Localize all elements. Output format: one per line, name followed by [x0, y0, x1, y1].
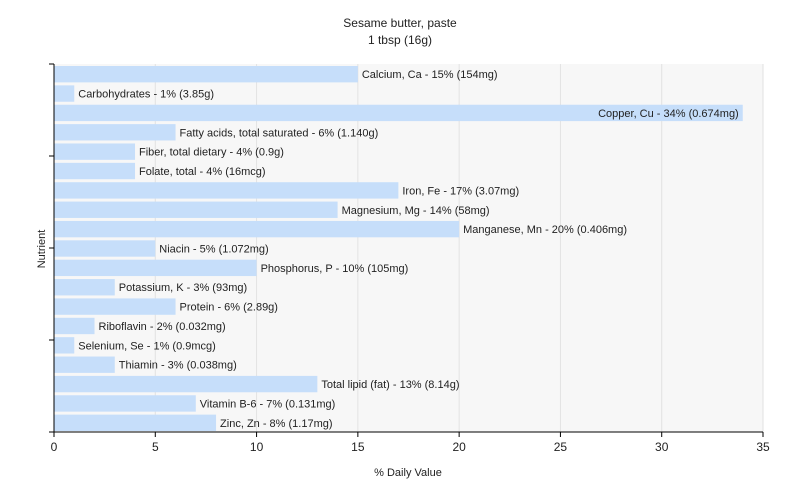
bar-label-14: Riboflavin - 2% (0.032mg)	[99, 321, 226, 333]
bar-label-5: Fiber, total dietary - 4% (0.9g)	[139, 147, 284, 159]
chart-subtitle: 1 tbsp (16g)	[368, 33, 432, 47]
bar-label-10: Niacin - 5% (1.072mg)	[159, 244, 268, 256]
bar-8	[54, 201, 338, 218]
bar-12	[54, 279, 115, 296]
axes: 0 5 10 15 20 25 30 35	[49, 63, 770, 454]
bar-11	[54, 259, 257, 277]
x-tick-label-1: 5	[152, 440, 159, 454]
bar-4	[54, 124, 176, 141]
bar-7	[54, 182, 399, 199]
bar-17	[54, 375, 318, 393]
bar-3	[54, 104, 743, 122]
bar-14	[54, 317, 95, 335]
bar-label-8: Magnesium, Mg - 14% (58mg)	[342, 205, 490, 217]
bars	[54, 66, 743, 431]
bar-13	[54, 298, 176, 315]
bar-10	[54, 240, 156, 257]
x-tick-label-7: 35	[756, 440, 770, 454]
bar-label-11: Phosphorus, P - 10% (105mg)	[261, 263, 409, 275]
bar-label-16: Thiamin - 3% (0.038mg)	[119, 360, 237, 372]
bar-label-2: Carbohydrates - 1% (3.85g)	[78, 89, 214, 101]
bar-label-18: Vitamin B-6 - 7% (0.131mg)	[200, 398, 336, 410]
x-tick-label-3: 15	[351, 440, 365, 454]
bar-16	[54, 356, 115, 373]
x-tick-label-2: 10	[250, 440, 264, 454]
bar-label-17: Total lipid (fat) - 13% (8.14g)	[321, 379, 459, 391]
x-axis-title: % Daily Value	[374, 467, 442, 479]
bar-label-15: Selenium, Se - 1% (0.9mcg)	[78, 340, 216, 352]
x-tick-label-6: 30	[655, 440, 669, 454]
bar-label-1: Calcium, Ca - 15% (154mg)	[362, 69, 498, 81]
bar-6	[54, 162, 136, 180]
y-axis-title: Nutrient	[36, 230, 48, 269]
bar-15	[54, 337, 75, 354]
bar-18	[54, 395, 196, 412]
chart-title: Sesame butter, paste	[343, 16, 457, 30]
bar-label-19: Zinc, Zn - 8% (1.17mg)	[220, 418, 332, 430]
bar-labels: Calcium, Ca - 15% (154mg) Carbohydrates -…	[78, 69, 738, 430]
bar-label-9: Manganese, Mn - 20% (0.406mg)	[463, 224, 627, 236]
bar-label-12: Potassium, K - 3% (93mg)	[119, 282, 247, 294]
bar-label-7: Iron, Fe - 17% (3.07mg)	[402, 185, 519, 197]
bar-9	[54, 220, 460, 238]
bar-label-4: Fatty acids, total saturated - 6% (1.140…	[180, 127, 379, 139]
bar-2	[54, 85, 75, 102]
bar-1	[54, 66, 358, 83]
x-tick-label-5: 25	[554, 440, 568, 454]
bar-19	[54, 414, 217, 431]
bar-label-13: Protein - 6% (2.89g)	[180, 302, 278, 314]
x-tick-label-0: 0	[51, 440, 58, 454]
bar-label-3: Copper, Cu - 34% (0.674mg)	[598, 108, 739, 120]
bar-label-6: Folate, total - 4% (16mcg)	[139, 166, 266, 178]
x-tick-label-4: 20	[452, 440, 466, 454]
bar-5	[54, 143, 136, 160]
